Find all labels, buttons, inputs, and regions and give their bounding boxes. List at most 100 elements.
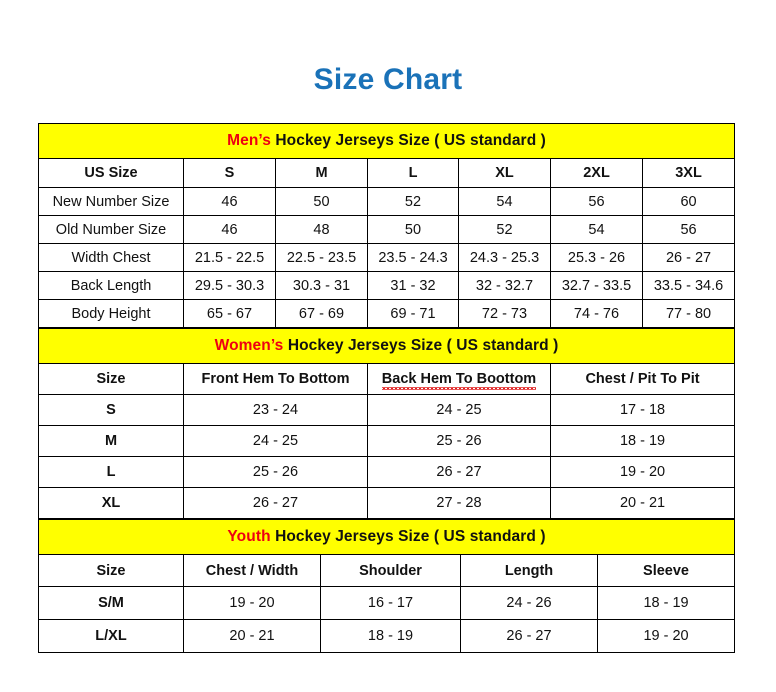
table-row: S 23 - 24 24 - 25 17 - 18 (38, 394, 736, 426)
table-row: L/XL 20 - 21 18 - 19 26 - 27 19 - 20 (38, 619, 736, 653)
mens-banner-accent: Men’s (227, 132, 271, 149)
youth-cell-1-3: 19 - 20 (596, 619, 736, 653)
mens-cell-0-4: 56 (550, 187, 643, 216)
table-row: Width Chest 21.5 - 22.5 22.5 - 23.5 23.5… (38, 243, 736, 272)
youth-cell-0-1: 16 - 17 (320, 586, 461, 620)
table-row: Old Number Size 46 48 50 52 54 56 (38, 215, 736, 244)
youth-col-header-4: Sleeve (596, 554, 736, 587)
table-row: XL 26 - 27 27 - 28 20 - 21 (38, 487, 736, 519)
womens-section-banner: Women’s Hockey Jerseys Size ( US standar… (37, 328, 736, 364)
table-row: S/M 19 - 20 16 - 17 24 - 26 18 - 19 (38, 586, 736, 620)
youth-size-table: Youth Hockey Jerseys Size ( US standard … (37, 519, 736, 653)
womens-cell-0-2: 17 - 18 (549, 394, 736, 426)
mens-cell-1-4: 54 (550, 215, 643, 244)
mens-cell-2-3: 24.3 - 25.3 (458, 243, 551, 272)
mens-col-header-3: L (367, 158, 459, 188)
mens-size-table: Men’s Hockey Jerseys Size ( US standard … (37, 123, 736, 328)
womens-size-table: Women’s Hockey Jerseys Size ( US standar… (37, 328, 736, 519)
youth-cell-1-0: 20 - 21 (183, 619, 321, 653)
youth-col-header-2: Shoulder (320, 554, 461, 587)
mens-cell-0-2: 52 (367, 187, 459, 216)
womens-cell-1-1: 25 - 26 (367, 425, 551, 457)
mens-col-header-2: M (275, 158, 368, 188)
womens-col-header-1: Front Hem To Bottom (183, 363, 368, 395)
youth-column-header-row: Size Chest / Width Shoulder Length Sleev… (38, 554, 736, 587)
womens-cell-3-2: 20 - 21 (549, 487, 736, 519)
mens-cell-3-2: 31 - 32 (367, 271, 459, 300)
womens-row-label-1: M (38, 425, 184, 457)
womens-cell-0-1: 24 - 25 (367, 394, 551, 426)
mens-cell-2-1: 22.5 - 23.5 (275, 243, 368, 272)
mens-cell-3-1: 30.3 - 31 (275, 271, 368, 300)
womens-col-header-2-text: Back Hem To Boottom (381, 370, 537, 390)
youth-cell-0-3: 18 - 19 (596, 586, 736, 620)
womens-column-header-row: Size Front Hem To Bottom Back Hem To Boo… (38, 363, 736, 395)
youth-cell-0-0: 19 - 20 (183, 586, 321, 620)
mens-cell-2-0: 21.5 - 22.5 (183, 243, 276, 272)
womens-cell-3-0: 26 - 27 (183, 487, 368, 519)
mens-row-label-4: Body Height (38, 299, 184, 328)
youth-section-banner: Youth Hockey Jerseys Size ( US standard … (37, 519, 736, 555)
womens-cell-2-2: 19 - 20 (549, 456, 736, 488)
table-row: New Number Size 46 50 52 54 56 60 (38, 187, 736, 216)
mens-cell-2-4: 25.3 - 26 (550, 243, 643, 272)
mens-banner-rest: Hockey Jerseys Size ( US standard ) (270, 132, 546, 149)
mens-section-banner: Men’s Hockey Jerseys Size ( US standard … (37, 123, 736, 159)
youth-banner-accent: Youth (227, 528, 271, 545)
youth-cell-0-2: 24 - 26 (460, 586, 598, 620)
mens-col-header-6: 3XL (641, 158, 736, 188)
youth-section-banner-row: Youth Hockey Jerseys Size ( US standard … (37, 519, 736, 555)
mens-cell-0-3: 54 (458, 187, 551, 216)
womens-banner-rest: Hockey Jerseys Size ( US standard ) (283, 337, 559, 354)
youth-row-label-0: S/M (38, 586, 184, 620)
mens-cell-1-1: 48 (275, 215, 368, 244)
mens-cell-4-3: 72 - 73 (458, 299, 551, 328)
womens-row-label-0: S (38, 394, 184, 426)
mens-row-label-0: New Number Size (38, 187, 184, 216)
youth-col-header-3: Length (460, 554, 598, 587)
page-title: Size Chart (313, 63, 463, 96)
womens-section-banner-row: Women’s Hockey Jerseys Size ( US standar… (37, 328, 736, 364)
mens-cell-3-0: 29.5 - 30.3 (183, 271, 276, 300)
womens-row-label-2: L (38, 456, 184, 488)
mens-col-header-0: US Size (38, 158, 184, 188)
womens-cell-2-0: 25 - 26 (183, 456, 368, 488)
youth-row-label-1: L/XL (38, 619, 184, 653)
mens-cell-1-2: 50 (367, 215, 459, 244)
mens-cell-4-1: 67 - 69 (275, 299, 368, 328)
mens-cell-2-2: 23.5 - 24.3 (367, 243, 459, 272)
youth-col-header-1: Chest / Width (183, 554, 321, 587)
table-row: M 24 - 25 25 - 26 18 - 19 (38, 425, 736, 457)
mens-row-label-2: Width Chest (38, 243, 184, 272)
size-chart-tables: Men’s Hockey Jerseys Size ( US standard … (37, 123, 736, 653)
youth-cell-1-2: 26 - 27 (460, 619, 598, 653)
table-row: L 25 - 26 26 - 27 19 - 20 (38, 456, 736, 488)
womens-cell-2-1: 26 - 27 (367, 456, 551, 488)
mens-row-label-3: Back Length (38, 271, 184, 300)
mens-cell-4-2: 69 - 71 (367, 299, 459, 328)
mens-cell-0-5: 60 (641, 187, 736, 216)
mens-section-banner-row: Men’s Hockey Jerseys Size ( US standard … (37, 123, 736, 159)
womens-row-label-3: XL (38, 487, 184, 519)
mens-col-header-1: S (183, 158, 276, 188)
womens-cell-0-0: 23 - 24 (183, 394, 368, 426)
mens-column-header-row: US Size S M L XL 2XL 3XL (38, 158, 736, 188)
mens-cell-4-0: 65 - 67 (183, 299, 276, 328)
mens-cell-3-5: 33.5 - 34.6 (641, 271, 736, 300)
mens-cell-1-5: 56 (641, 215, 736, 244)
womens-cell-3-1: 27 - 28 (367, 487, 551, 519)
mens-cell-1-0: 46 (183, 215, 276, 244)
mens-cell-2-5: 26 - 27 (641, 243, 736, 272)
womens-banner-accent: Women’s (214, 337, 284, 354)
womens-col-header-3: Chest / Pit To Pit (549, 363, 736, 395)
mens-col-header-4: XL (458, 158, 551, 188)
mens-cell-3-3: 32 - 32.7 (458, 271, 551, 300)
youth-banner-rest: Hockey Jerseys Size ( US standard ) (270, 528, 546, 545)
mens-cell-4-4: 74 - 76 (550, 299, 643, 328)
mens-cell-3-4: 32.7 - 33.5 (550, 271, 643, 300)
mens-cell-0-0: 46 (183, 187, 276, 216)
mens-row-label-1: Old Number Size (38, 215, 184, 244)
mens-cell-0-1: 50 (275, 187, 368, 216)
womens-cell-1-2: 18 - 19 (549, 425, 736, 457)
